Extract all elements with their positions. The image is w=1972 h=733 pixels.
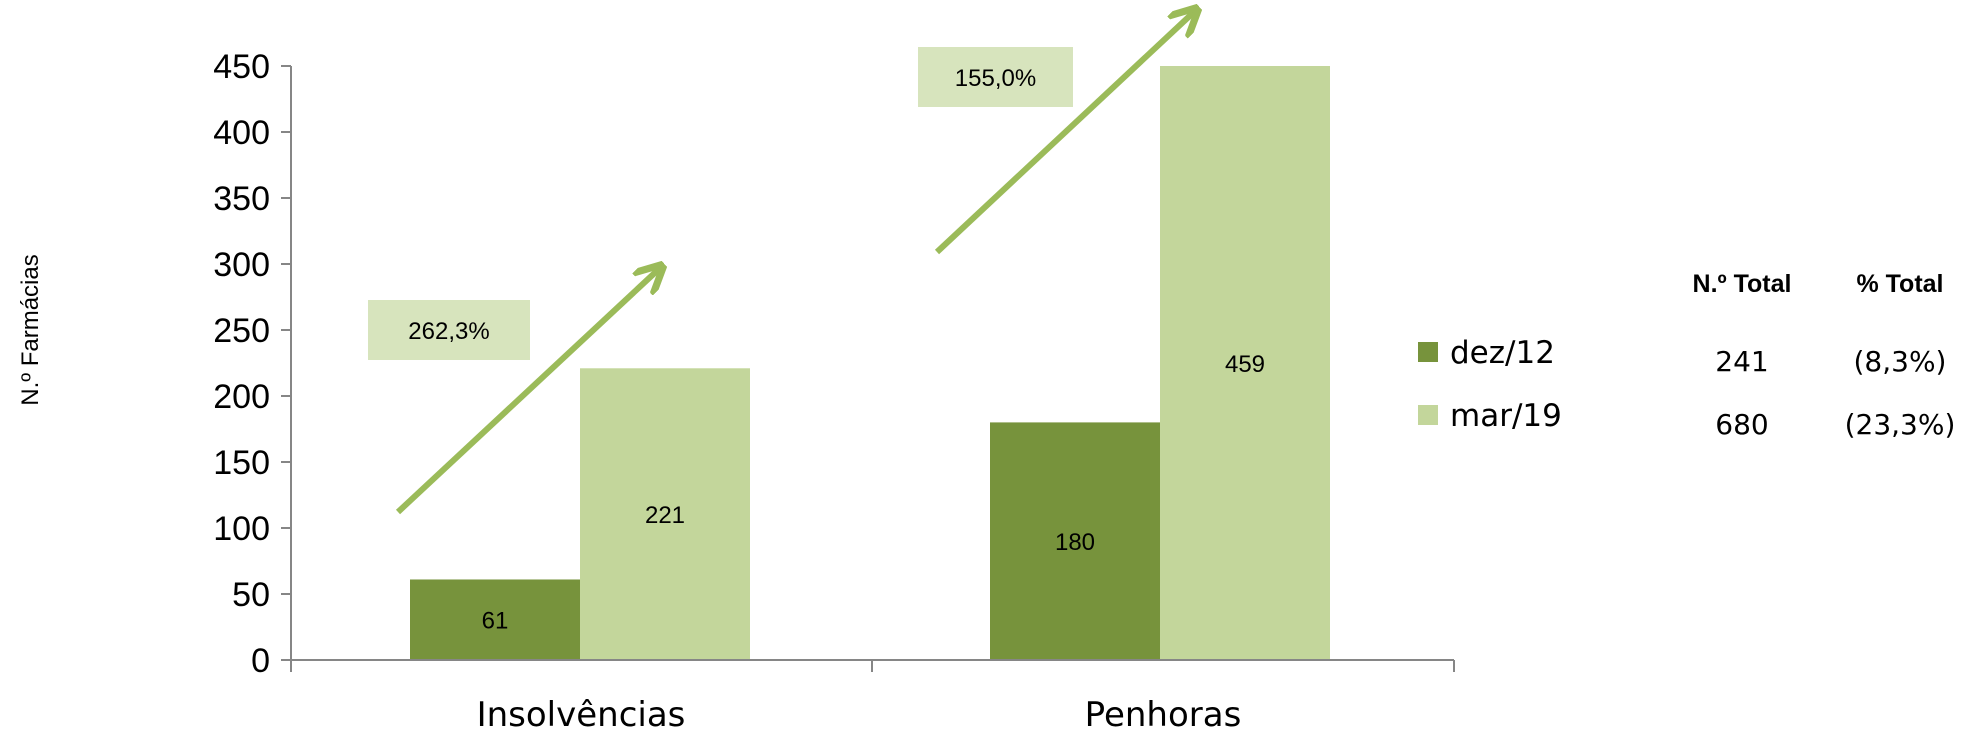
- bar-insolvencias-dez-12: [410, 579, 580, 660]
- y-tick-label: 250: [213, 312, 270, 350]
- side-table-row2-total: 680: [1715, 408, 1768, 441]
- y-tick-label: 200: [213, 378, 270, 416]
- side-table-row1-percent: (8,3%): [1854, 345, 1947, 378]
- bars: [410, 66, 1330, 660]
- side-table-header-total: N.º Total: [1693, 270, 1792, 298]
- growth-arrow-penhoras: [934, 11, 1195, 255]
- legend-label-mar19: mar/19: [1450, 398, 1562, 434]
- legend-swatch-dez12: [1418, 342, 1438, 362]
- bar-insolvencias-mar-19: [580, 368, 750, 660]
- x-axis-ticks: [290, 660, 1455, 672]
- legend-swatch-mar19: [1418, 405, 1438, 425]
- bar-penhoras-dez-12: [990, 422, 1160, 660]
- bar-label-insolvencias-dez-12: 61: [482, 608, 509, 635]
- growth-box-penhoras: [918, 47, 1073, 107]
- growth-box-insolvencias: [368, 300, 530, 360]
- y-tick-label: 300: [213, 246, 270, 284]
- y-tick-label: 150: [213, 444, 270, 482]
- bar-label-insolvencias-mar-19: 221: [645, 502, 685, 529]
- side-table-header-percent: % Total: [1856, 270, 1943, 298]
- side-table: N.º Total % Total 241 (8,3%) 680 (23,3%): [1693, 270, 1956, 441]
- growth-arrow-insolvencias: [395, 268, 660, 515]
- y-tick-label: 0: [251, 642, 270, 680]
- growth-annotations: 262,3% 155,0%: [368, 11, 1195, 515]
- side-table-row2-percent: (23,3%): [1845, 408, 1956, 441]
- y-axis-ticks: 0 50 100 150 200 250 300 350 400 450: [213, 48, 291, 680]
- growth-label-insolvencias: 262,3%: [408, 318, 489, 345]
- y-tick-label: 400: [213, 114, 270, 152]
- y-tick-label: 450: [213, 48, 270, 86]
- category-label-insolvencias: Insolvências: [477, 695, 686, 733]
- y-axis-label: N.º Farmácias: [17, 254, 44, 405]
- side-table-row1-total: 241: [1715, 345, 1768, 378]
- bar-label-penhoras-mar-19: 459: [1225, 351, 1265, 378]
- y-tick-label: 50: [232, 576, 270, 614]
- category-label-penhoras: Penhoras: [1085, 695, 1242, 733]
- y-tick-label: 100: [213, 510, 270, 548]
- growth-label-penhoras: 155,0%: [955, 65, 1036, 92]
- bar-value-labels: 61 221 180 459: [482, 351, 1265, 635]
- bar-label-penhoras-dez-12: 180: [1055, 529, 1095, 556]
- legend: dez/12 mar/19: [1418, 335, 1562, 434]
- y-tick-label: 350: [213, 180, 270, 218]
- legend-label-dez12: dez/12: [1450, 335, 1555, 371]
- bar-penhoras-mar-19: [1160, 66, 1330, 660]
